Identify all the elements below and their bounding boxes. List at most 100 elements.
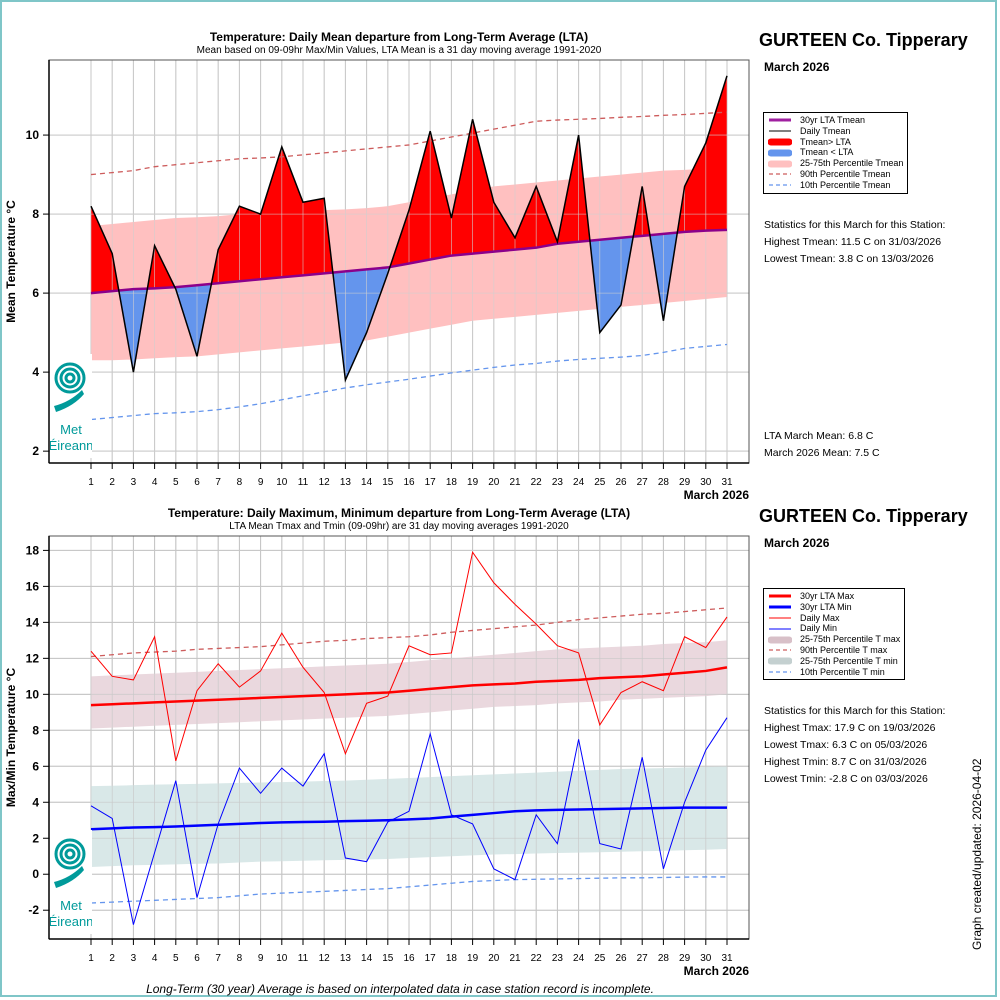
daily-tmax-line [90,550,728,762]
lta-tmin-line [90,806,727,831]
lta-tmax-line [90,666,728,707]
anomaly-above-fill [260,146,282,280]
anomaly-above-fill [303,198,325,276]
legend-label: 90th Percentile Tmean [800,168,891,179]
x-tick-label: 1 [88,953,94,964]
stat-line: March 2026 Mean: 7.5 C [764,447,880,459]
x-tick-label: 2 [109,953,115,964]
x-tick-label: 30 [700,953,712,964]
legend-label: 30yr LTA Max [800,591,855,601]
legend-swatch [768,159,792,169]
y-axis-label: Mean Temperature °C [4,200,18,323]
legend-swatch [768,624,792,634]
stat-line: Lowest Tmin: -2.8 C on 03/03/2026 [764,773,928,785]
x-tick-label: 7 [215,477,221,488]
x-tick-label: 27 [637,477,649,488]
y-tick-label: 8 [32,207,39,221]
x-tick-label: 22 [531,953,543,964]
x-tick-label: 31 [721,953,733,964]
x-tick-label: 2 [109,477,115,488]
lta-tmean-line [90,228,728,295]
footnote: Long-Term (30 year) Average is based on … [146,982,654,996]
legend-entry: 30yr LTA Tmean [768,115,903,126]
legend-label: 30yr LTA Tmean [800,115,866,125]
anomaly-above-fill [472,119,494,254]
x-tick-label: 29 [679,953,691,964]
x-tick-label: 15 [382,477,394,488]
x-tick-label: 10 [276,953,288,964]
legend-entry: 25-75th Percentile Tmean [768,158,903,169]
x-tick-label: 12 [319,953,331,964]
stat-line: Statistics for this March for this Stati… [764,705,946,717]
legend-entry: 30yr LTA Max [768,591,900,602]
x-tick-label: 24 [573,477,585,488]
logo-eireann-text: Éireann [50,914,92,929]
stats-bottom: Statistics for this March for this Stati… [764,703,945,788]
met-eireann-swirl-icon: Met Éireann [49,362,93,453]
graph-updated-label: Graph created/updated: 2026-04-02 [970,758,984,950]
stat-line: Highest Tmean: 11.5 C on 31/03/2026 [764,236,942,248]
legend-label: Daily Tmean [800,125,851,136]
x-tick-label: 27 [637,953,649,964]
legend-label: 25-75th Percentile Tmean [800,158,904,169]
legend-swatch [768,126,792,136]
legend-entry: Tmean < LTA [768,147,903,158]
y-tick-label: 10 [26,687,40,701]
x-tick-label: 9 [258,477,264,488]
stat-line: Lowest Tmean: 3.8 C on 13/03/2026 [764,253,934,265]
legend-entry: 90th Percentile Tmean [768,169,903,180]
p90-tmax-line [90,607,728,658]
y-tick-label: 6 [32,759,39,773]
month-label-bottom: March 2026 [764,536,830,550]
y-tick-label: 2 [32,831,39,845]
monthly-means: LTA March Mean: 6.8 C March 2026 Mean: 7.… [764,428,880,462]
x-tick-label: 17 [425,477,437,488]
anomaly-above-fill [91,206,113,294]
x-tick-label: 22 [531,477,543,488]
x-tick-label: 26 [615,477,627,488]
stats-top: Statistics for this March for this Stati… [764,217,945,268]
y-tick-label: 2 [32,444,39,458]
anomaly-above-fill [409,131,431,264]
p90-tmean-line [90,111,728,176]
y-tick-label: 8 [32,723,39,737]
x-tick-label: 8 [237,953,243,964]
legend-entry: 10th Percentile T min [768,667,900,678]
x-tick-label: 21 [509,477,521,488]
chart-title: Temperature: Daily Maximum, Minimum depa… [168,506,630,520]
x-tick-label: 9 [258,953,264,964]
x-tick-label: 19 [467,477,479,488]
x-tick-label: 4 [152,953,158,964]
legend-swatch [768,635,792,645]
plot-area [49,536,749,939]
legend-swatch [768,148,792,158]
legend-entry: Daily Min [768,623,900,634]
legend-entry: 10th Percentile Tmean [768,180,903,191]
x-tick-label: 30 [700,477,712,488]
y-tick-label: 14 [26,615,40,629]
anomaly-above-fill [239,206,261,282]
anomaly-above-fill [430,131,452,260]
x-tick-label: 28 [658,953,670,964]
anomaly-above-fill [684,142,706,232]
legend-swatch [768,115,792,125]
p10-tmin-line [90,876,727,904]
legend-label: 30yr LTA Min [800,601,852,612]
x-tick-label: 11 [298,477,309,488]
chart-subtitle: LTA Mean Tmax and Tmin (09-09hr) are 31 … [229,521,569,532]
y-tick-label: 18 [26,543,40,557]
legend-label: 25-75th Percentile T min [800,655,898,666]
daily-tmin-line [90,717,728,925]
legend-bottom: 30yr LTA Max 30yr LTA Min Daily Max Daily M… [763,588,906,681]
stat-line: Highest Tmin: 8.7 C on 31/03/2026 [764,756,927,768]
x-tick-label: 5 [173,477,179,488]
x-tick-label: 15 [382,953,394,964]
legend-label: Tmean> LTA [800,136,851,147]
station-title-top: GURTEEN Co. Tipperary [759,30,968,50]
x-tick-label: 6 [194,953,200,964]
legend-label: 25-75th Percentile T max [800,634,901,645]
legend-entry: Daily Max [768,613,900,624]
y-tick-label: 0 [32,867,39,881]
x-axis-label: March 2026 [684,964,750,978]
x-tick-label: 21 [509,953,521,964]
